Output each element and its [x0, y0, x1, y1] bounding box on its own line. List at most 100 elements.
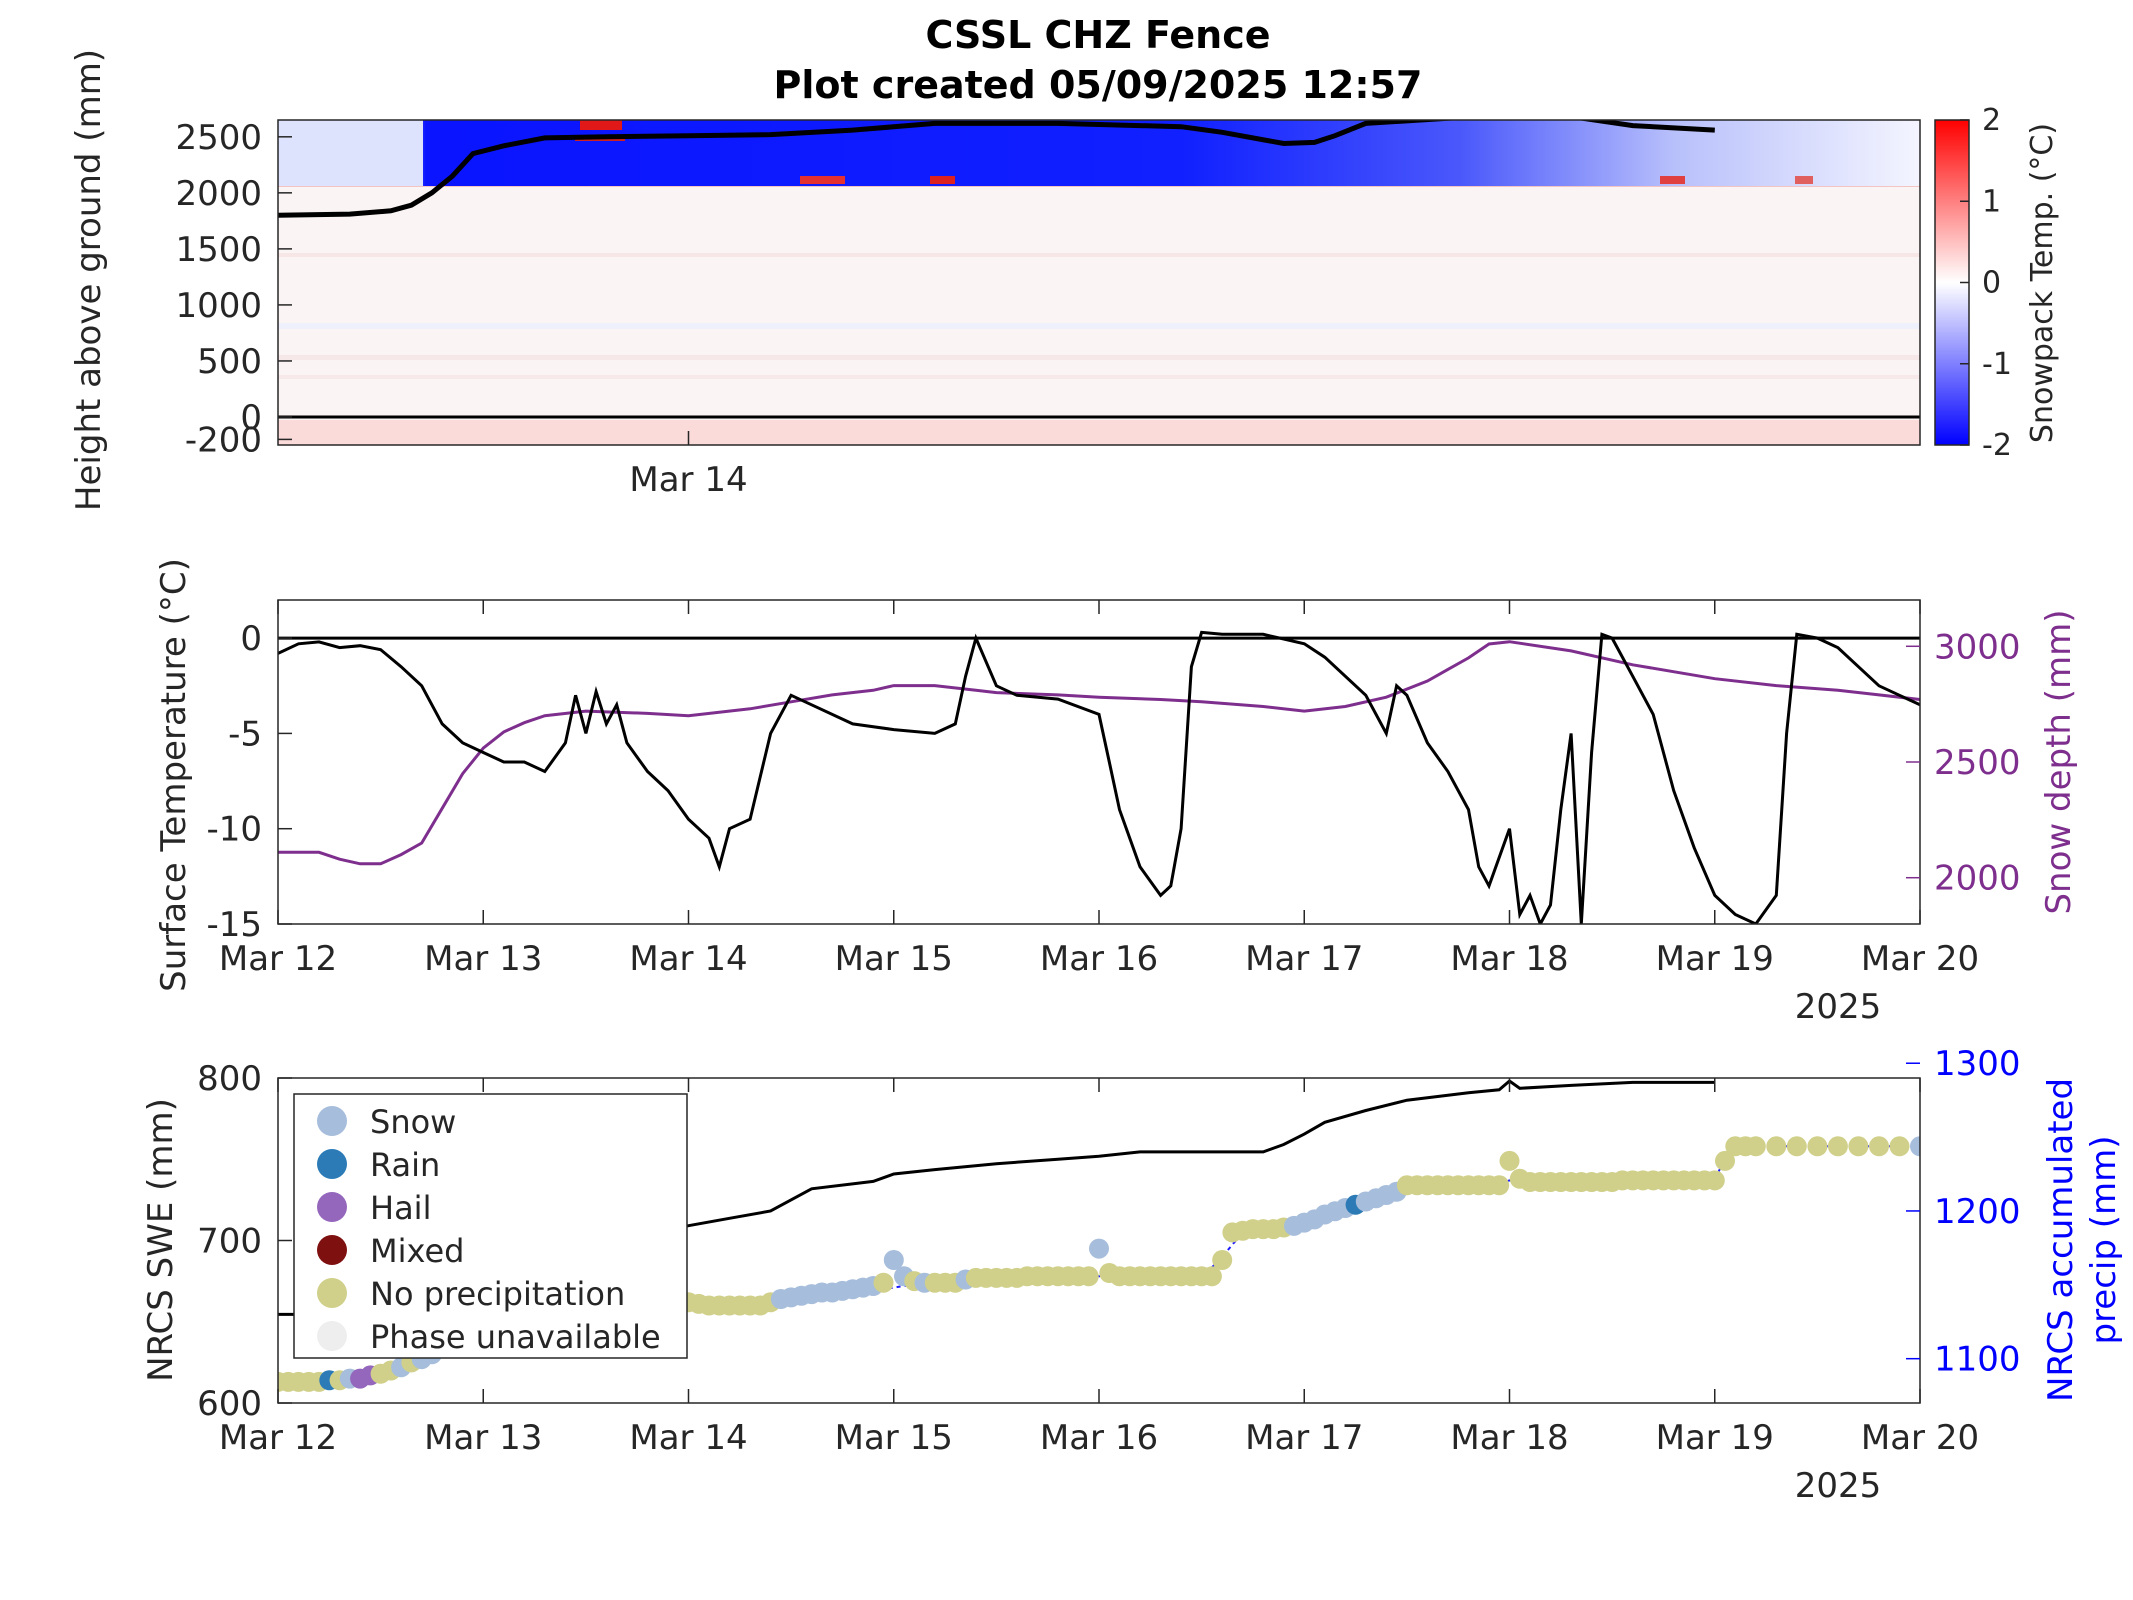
y-tick-label: 500: [197, 342, 262, 382]
no-precip-point: [1212, 1250, 1233, 1270]
x-tick-label: Mar 18: [1450, 939, 1568, 979]
no-precip-point: [1489, 1175, 1510, 1196]
x-tick-label: Mar 14: [629, 939, 747, 979]
snow-point: [883, 1250, 904, 1270]
no-precip-point: [1827, 1136, 1848, 1157]
legend-entries: Snow Rain Hail Mixed No precipitation Phase u…: [317, 1103, 661, 1356]
x-tick-label: Mar 20: [1861, 1418, 1979, 1458]
x-tick-label: Mar 17: [1245, 939, 1363, 979]
y2-tick-label: 2500: [1934, 743, 2021, 783]
legend-label: No precipitation: [370, 1275, 625, 1313]
panel1-axis-ticks: -2000 500 1000 1500 2000 2500 Mar 14: [175, 118, 747, 500]
no-precip-point: [1078, 1266, 1099, 1287]
y-tick-label: -200: [185, 420, 262, 460]
panel3-ylabel: NRCS SWE (mm): [141, 1098, 181, 1382]
x-tick-label: Mar 15: [835, 1418, 953, 1458]
panel2-axis-ticks: -15 -10 -5 0 2000 2500 3000 Mar 12 Mar 13 Mar 14 M…: [206, 600, 2021, 979]
panel3-year-label: 2025: [1795, 1466, 1882, 1506]
panel3-axis-ticks: 600 700 800 1100 1200 1300 Mar 12 Mar 13 Mar 14 M…: [197, 1044, 2020, 1458]
colorbar-label: Snowpack Temp. (°C): [2025, 123, 2060, 443]
x-tick-label: Mar 15: [835, 939, 953, 979]
no-precip-point: [1807, 1136, 1828, 1157]
panel3-y2label-line2: precip (mm): [2084, 1135, 2124, 1344]
colorbar-tick-label: -1: [1982, 347, 2012, 382]
no-precip-point: [1715, 1150, 1735, 1171]
no-precip-point: [873, 1272, 894, 1293]
figure-title: CSSL CHZ Fence: [925, 13, 1270, 57]
surface-temperature-line: [278, 630, 1920, 924]
colorbar-tick-label: -2: [1982, 428, 2012, 463]
x-tick-label: Mar 17: [1245, 1418, 1363, 1458]
y-tick-label: -5: [228, 714, 262, 754]
x-tick-label: Mar 12: [219, 1418, 337, 1458]
y2-tick-label: 1200: [1934, 1192, 2021, 1232]
panel2-year-label: 2025: [1795, 987, 1882, 1027]
colorbar-tick-label: 1: [1982, 184, 2001, 219]
no-precip-point: [1869, 1136, 1889, 1157]
legend-label: Rain: [370, 1146, 440, 1184]
no-precip-point: [1201, 1266, 1222, 1287]
x-tick-label: Mar 16: [1040, 1418, 1158, 1458]
no-precip-point: [1889, 1136, 1910, 1157]
y-tick-label: 2500: [175, 118, 262, 158]
y2-tick-label: 3000: [1934, 627, 2021, 667]
heatmap-field: [278, 120, 1920, 445]
legend-marker: [317, 1235, 347, 1265]
colorbar-ticks: -2 -1 0 1 2: [1960, 103, 2012, 463]
legend-label: Snow: [370, 1103, 456, 1141]
panel1-ylabel: Height above ground (mm): [69, 49, 109, 511]
legend-label: Hail: [370, 1189, 431, 1227]
phase-points: [278, 1136, 1920, 1392]
y-tick-label: 2000: [175, 174, 262, 214]
snow-point: [1089, 1238, 1109, 1259]
no-precip-point: [1499, 1150, 1520, 1171]
legend-marker: [317, 1149, 347, 1179]
x-tick-label: Mar 16: [1040, 939, 1158, 979]
figure-subtitle: Plot created 05/09/2025 12:57: [774, 63, 1423, 107]
x-tick-label: Mar 14: [629, 1418, 747, 1458]
panel-surface-temperature: -15 -10 -5 0 2000 2500 3000 Mar 12 Mar 13 Mar 14 M…: [154, 558, 2079, 1027]
legend: Snow Rain Hail Mixed No precipitation Phase u…: [293, 1093, 688, 1359]
y-tick-label: 600: [197, 1384, 262, 1424]
x-tick-label: Mar 14: [629, 460, 747, 500]
panel3-y2label-line1: NRCS accumulated: [2041, 1078, 2081, 1402]
panel2-ylabel: Surface Temperature (°C): [154, 558, 194, 992]
no-precip-point: [1848, 1136, 1869, 1157]
legend-marker: [317, 1192, 347, 1222]
y2-tick-label: 2000: [1934, 859, 2021, 899]
legend-marker: [317, 1321, 347, 1351]
x-tick-label: Mar 19: [1656, 939, 1774, 979]
y-tick-label: 0: [240, 398, 262, 438]
y-tick-label: -10: [206, 810, 262, 850]
y2-tick-label: 1300: [1934, 1044, 2021, 1084]
x-tick-label: Mar 19: [1656, 1418, 1774, 1458]
no-precip-point: [1766, 1136, 1787, 1157]
legend-label: Mixed: [370, 1232, 464, 1270]
legend-marker: [317, 1106, 347, 1136]
x-tick-label: Mar 20: [1861, 939, 1979, 979]
x-tick-label: Mar 13: [424, 1418, 542, 1458]
y-tick-label: 700: [197, 1222, 262, 1262]
legend-box: [293, 1093, 688, 1359]
snow-surface-line: [278, 120, 1715, 218]
panel1-frame: [277, 119, 1921, 446]
y2-tick-label: 1100: [1934, 1340, 2021, 1380]
legend-marker: [317, 1278, 347, 1308]
no-precip-point: [1704, 1170, 1725, 1191]
no-precip-point: [1786, 1136, 1807, 1157]
x-tick-label: Mar 12: [219, 939, 337, 979]
legend-label: Phase unavailable: [370, 1318, 661, 1356]
y-tick-label: 1000: [175, 286, 262, 326]
no-precip-point: [1745, 1136, 1766, 1157]
colorbar-tick-label: 0: [1982, 266, 2001, 301]
x-tick-label: Mar 13: [424, 939, 542, 979]
snow-point: [1910, 1136, 1920, 1157]
x-tick-label: Mar 18: [1450, 1418, 1568, 1458]
y-tick-label: 1500: [175, 230, 262, 270]
colorbar-tick-label: 2: [1982, 103, 2001, 138]
panel-nrcs: 600 700 800 1100 1200 1300 Mar 12 Mar 13 Mar 14 M…: [141, 1044, 2124, 1506]
y-tick-label: 800: [197, 1059, 262, 1099]
panel2-y2label: Snow depth (mm): [2039, 609, 2079, 914]
